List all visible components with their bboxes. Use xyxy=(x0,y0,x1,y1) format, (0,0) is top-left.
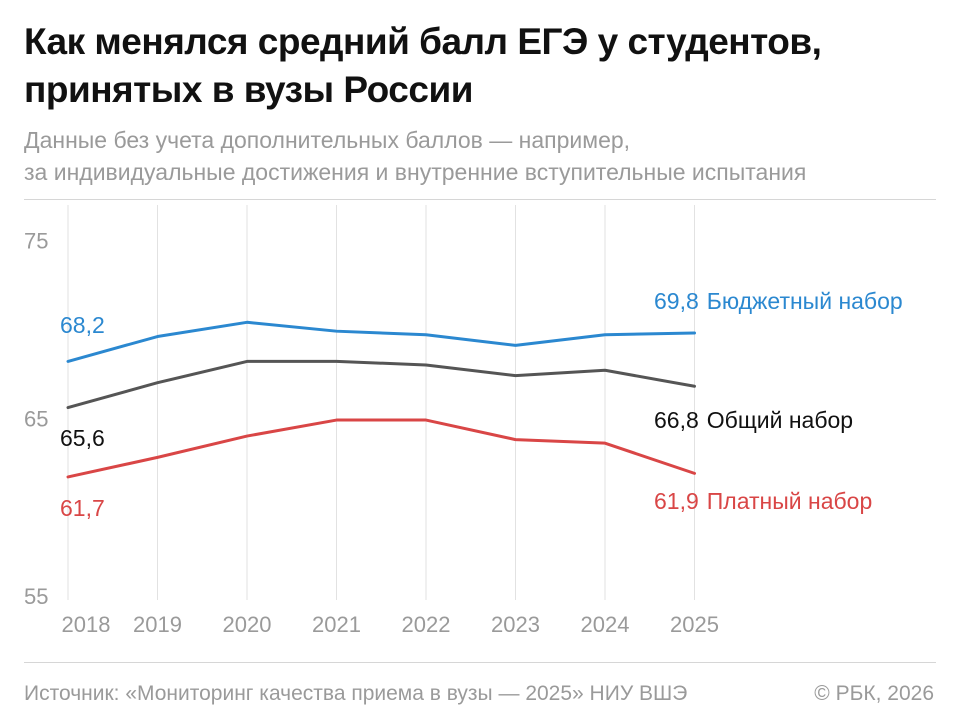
x-tick-label-2021: 2021 xyxy=(312,612,361,637)
end-label-total: 66,8 Общий набор xyxy=(654,407,853,433)
copyright-note: © РБК, 2026 xyxy=(814,682,934,705)
chart-title-line-1: Как менялся средний балл ЕГЭ у студентов… xyxy=(24,21,822,62)
chart-title: Как менялся средний балл ЕГЭ у студентов… xyxy=(24,18,924,114)
series-line-total xyxy=(66,359,696,410)
series-name-paid: Платный набор xyxy=(707,488,873,514)
series-line-budget xyxy=(66,320,696,363)
y-tick-label-55: 55 xyxy=(24,584,48,609)
series-name-total: Общий набор xyxy=(707,407,853,433)
series-name-budget: Бюджетный набор xyxy=(707,288,903,314)
line-chart: 55 65 75 2018 2019 2020 2021 2022 2023 2024 2025 68… xyxy=(24,205,903,637)
x-tick-label-2019: 2019 xyxy=(133,612,182,637)
end-value-budget: 69,8 xyxy=(654,288,699,314)
end-value-paid: 61,9 xyxy=(654,488,699,514)
chart-subtitle-line-2: за индивидуальные достижения и внутренни… xyxy=(24,159,807,185)
x-tick-label-2022: 2022 xyxy=(402,612,451,637)
end-label-paid: 61,9 Платный набор xyxy=(654,488,872,514)
x-tick-label-2024: 2024 xyxy=(581,612,630,637)
end-label-budget: 69,8 Бюджетный набор xyxy=(654,288,903,314)
y-tick-label-65: 65 xyxy=(24,406,48,431)
x-tick-label-2025: 2025 xyxy=(670,612,719,637)
chart-subtitle-line-1: Данные без учета дополнительных баллов —… xyxy=(24,127,631,153)
start-label-total: 65,6 xyxy=(60,425,105,451)
x-tick-label-2020: 2020 xyxy=(223,612,272,637)
start-label-paid: 61,7 xyxy=(60,495,105,521)
chart-subtitle: Данные без учета дополнительных баллов —… xyxy=(24,124,944,188)
y-tick-label-75: 75 xyxy=(24,229,48,254)
series-line-paid xyxy=(66,418,696,479)
x-tick-label-2023: 2023 xyxy=(491,612,540,637)
x-tick-label-2018: 2018 xyxy=(62,612,111,637)
chart-title-line-2: принятых в вузы России xyxy=(24,69,473,110)
source-note: Источник: «Мониторинг качества приема в … xyxy=(24,682,688,705)
end-value-total: 66,8 xyxy=(654,407,699,433)
start-label-budget: 68,2 xyxy=(60,312,105,338)
top-divider xyxy=(24,199,936,200)
bottom-divider xyxy=(24,662,936,663)
